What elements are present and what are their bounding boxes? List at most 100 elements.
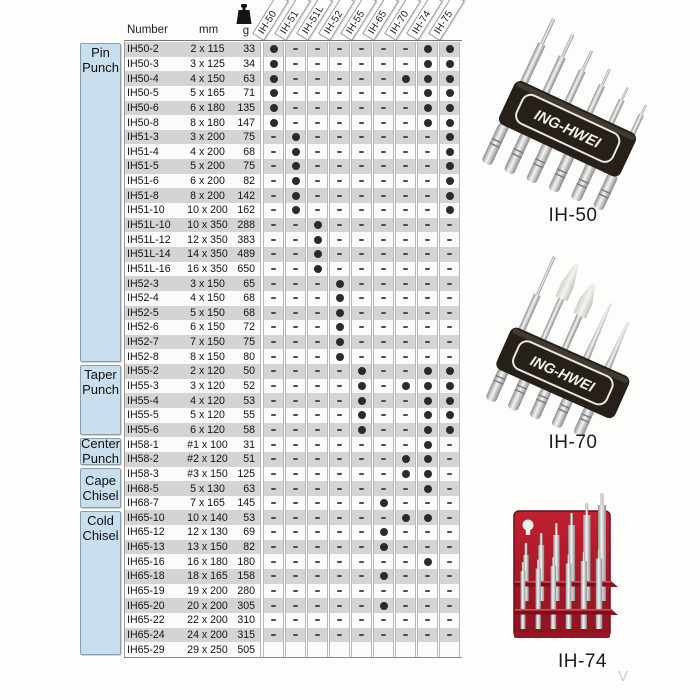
set-membership-cell — [351, 144, 372, 160]
set-membership-cell — [373, 85, 394, 101]
item-info-cell: IH52-5 5 x 150 68 — [124, 305, 261, 321]
not-included-dash — [293, 106, 298, 109]
not-included-dash — [359, 633, 364, 636]
not-included-dash — [293, 92, 298, 95]
not-included-dash — [315, 546, 320, 549]
set-membership-cell — [373, 261, 394, 277]
not-included-dash — [271, 253, 276, 256]
size-mm-value: 16 x 180 — [187, 555, 228, 568]
number-value: IH55-5 — [127, 409, 159, 422]
set-membership-cell — [351, 349, 372, 365]
not-included-dash — [447, 516, 452, 519]
tool-shape — [518, 42, 546, 88]
set-membership-cell — [417, 612, 438, 628]
set-membership-cell — [263, 115, 284, 130]
size-mm-value: 10 x 350 — [187, 218, 228, 231]
number-value: IH65-16 — [127, 555, 165, 568]
not-included-dash — [293, 267, 298, 270]
set-membership-cell — [329, 217, 350, 233]
set-membership-cell — [395, 305, 416, 321]
table-row: IH51-4 4 x 200 68 — [124, 144, 462, 160]
set-membership-cell — [439, 334, 460, 350]
not-included-dash — [293, 531, 298, 534]
set-membership-cell — [263, 290, 284, 306]
size-mm-value: 4 x 120 — [190, 394, 225, 407]
set-membership-cell — [373, 290, 394, 306]
set-membership-cell — [373, 642, 394, 657]
not-included-dash — [425, 282, 430, 285]
not-included-dash — [381, 326, 386, 329]
size-mm-value: #3 x 150 — [187, 467, 228, 480]
number-value: IH55-6 — [127, 423, 159, 436]
not-included-dash — [293, 546, 298, 549]
not-included-dash — [381, 106, 386, 109]
set-membership-cell — [417, 437, 438, 452]
not-included-dash — [447, 311, 452, 314]
set-membership-cell — [285, 320, 306, 335]
number-value: IH50-3 — [127, 57, 159, 70]
not-included-dash — [293, 472, 298, 475]
included-dot-icon — [445, 396, 454, 405]
set-membership-cell — [417, 554, 438, 570]
tool-shape — [535, 568, 541, 629]
set-membership-cell — [263, 598, 284, 613]
set-membership-cell — [439, 217, 460, 233]
included-dot-icon — [335, 279, 344, 288]
included-dot-icon — [335, 352, 344, 361]
not-included-dash — [293, 341, 298, 344]
item-info-cell: IH51-6 6 x 200 82 — [124, 173, 261, 189]
set-membership-cell — [329, 188, 350, 204]
weight-g-value: 125 — [237, 467, 255, 480]
included-dot-icon — [291, 133, 300, 142]
item-info-cell: IH58-2 #2 x 120 51 — [124, 451, 261, 467]
set-membership-cell — [285, 539, 306, 555]
not-included-dash — [359, 209, 364, 212]
set-membership-cell — [307, 85, 328, 101]
set-membership-cell — [285, 466, 306, 482]
not-included-dash — [447, 238, 452, 241]
set-membership-cell — [329, 554, 350, 570]
set-membership-cell — [395, 437, 416, 452]
set-membership-cell — [351, 451, 372, 467]
not-included-dash — [337, 194, 342, 197]
tool-shape — [567, 554, 570, 565]
set-membership-cell — [285, 217, 306, 233]
number-value: IH55-2 — [127, 365, 159, 378]
included-dot-icon — [423, 455, 432, 464]
set-membership-cell — [395, 364, 416, 379]
number-value: IH52-7 — [127, 336, 159, 349]
table-row: IH55-3 3 x 120 52 — [124, 378, 462, 394]
set-membership-cell — [351, 612, 372, 628]
not-included-dash — [315, 165, 320, 168]
set-membership-cell — [373, 129, 394, 145]
number-value: IH58-1 — [127, 438, 159, 451]
tool-shape — [628, 113, 644, 138]
not-included-dash — [271, 458, 276, 461]
included-dot-icon — [423, 367, 432, 376]
tool-shape — [553, 535, 560, 601]
not-included-dash — [403, 546, 408, 549]
set-membership-cell — [307, 217, 328, 233]
set-membership-cell — [263, 583, 284, 599]
not-included-dash — [271, 165, 276, 168]
tool-shape — [554, 172, 566, 179]
set-membership-cell — [417, 495, 438, 511]
not-included-dash — [337, 428, 342, 431]
not-included-dash — [315, 428, 320, 431]
size-mm-value: 12 x 130 — [187, 526, 228, 539]
not-included-dash — [403, 209, 408, 212]
number-value: IH55-4 — [127, 394, 159, 407]
included-dot-icon — [357, 382, 366, 391]
set-membership-cell — [307, 305, 328, 321]
included-dot-icon — [335, 323, 344, 332]
not-included-dash — [337, 531, 342, 534]
size-mm-value: 12 x 350 — [187, 233, 228, 246]
set-membership-cell — [417, 481, 438, 496]
included-dot-icon — [379, 601, 388, 610]
set-membership-cell — [307, 42, 328, 57]
set-membership-cell — [395, 188, 416, 204]
not-included-dash — [271, 341, 276, 344]
not-included-dash — [315, 370, 320, 373]
number-value: IH68-7 — [127, 497, 159, 510]
item-info-cell: IH65-22 22 x 200 310 — [124, 612, 261, 628]
